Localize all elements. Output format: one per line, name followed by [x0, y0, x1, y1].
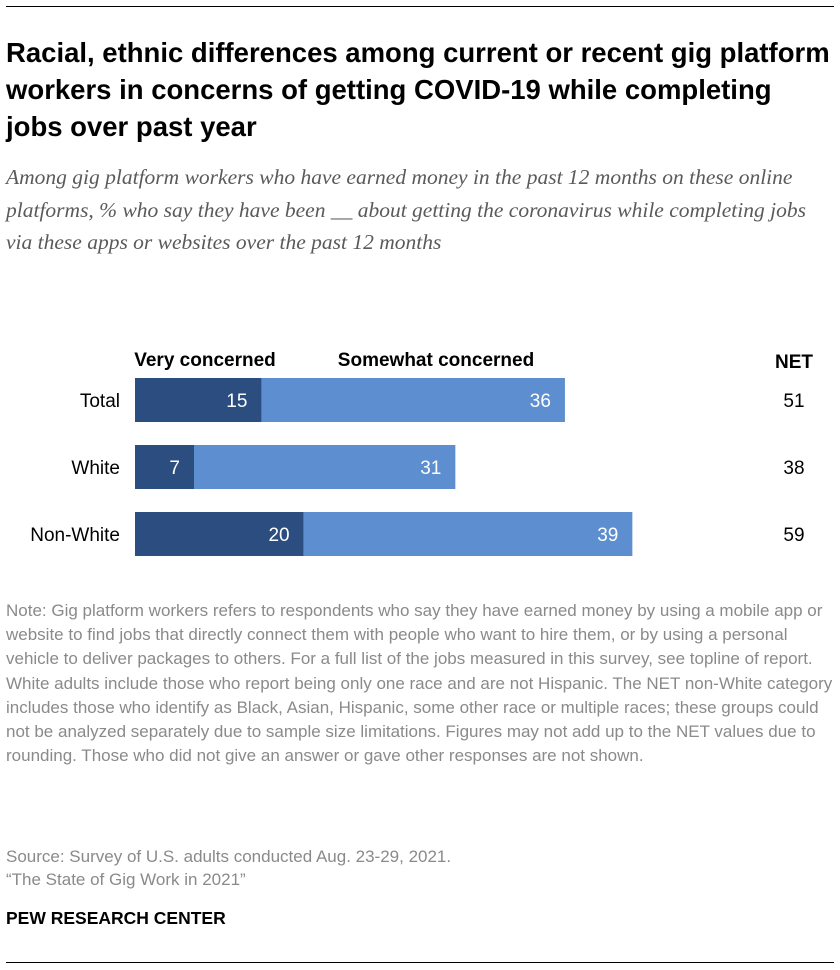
net-value-total: 51: [783, 391, 804, 412]
bar-somewhat-concerned-white: [194, 445, 456, 489]
category-label-non-white: Non-White: [30, 525, 120, 546]
value-label-somewhat-concerned-non-white: 39: [597, 525, 618, 546]
report-title: “The State of Gig Work in 2021”: [6, 870, 246, 889]
top-rule: [6, 6, 834, 7]
note: Note: Gig platform workers refers to res…: [6, 601, 833, 766]
legend-very-concerned: Very concerned: [134, 350, 276, 371]
bar-very-concerned-total: [135, 378, 262, 422]
bar-very-concerned-non-white: [135, 512, 304, 556]
value-label-very-concerned-non-white: 20: [268, 525, 289, 546]
value-label-very-concerned-white: 7: [169, 458, 180, 479]
brand-logo-text: PEW RESEARCH CENTER: [6, 908, 226, 928]
bars-group: Total 15 36 51 White 7 31 38 Non-White 20 39 59: [30, 378, 805, 556]
bar-very-concerned-white: [135, 445, 195, 489]
bar-somewhat-concerned-total: [261, 378, 565, 422]
value-label-somewhat-concerned-total: 36: [530, 391, 551, 412]
legend-somewhat-concerned: Somewhat concerned: [338, 350, 534, 371]
bar-somewhat-concerned-non-white: [303, 512, 633, 556]
chart-subtitle: Among gig platform workers who have earn…: [6, 165, 806, 254]
source: Source: Survey of U.S. adults conducted …: [6, 847, 452, 866]
category-label-total: Total: [80, 391, 120, 412]
value-label-somewhat-concerned-white: 31: [420, 458, 441, 479]
category-label-white: White: [71, 458, 120, 479]
net-header: NET: [775, 352, 813, 373]
net-value-white: 38: [783, 458, 804, 479]
chart-title: Racial, ethnic differences among current…: [6, 37, 830, 142]
value-label-very-concerned-total: 15: [226, 391, 247, 412]
bottom-rule: [6, 962, 834, 963]
stacked-bar-chart: Very concerned Somewhat concerned NET To…: [30, 350, 813, 556]
net-value-non-white: 59: [783, 525, 804, 546]
